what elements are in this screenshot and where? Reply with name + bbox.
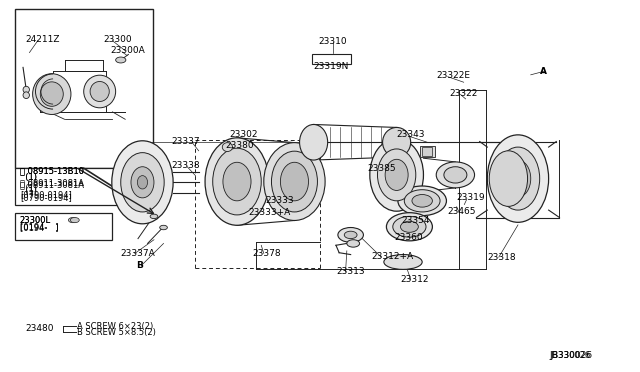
Text: 23313: 23313 xyxy=(337,267,365,276)
Ellipse shape xyxy=(505,160,531,197)
Text: 23322: 23322 xyxy=(449,89,477,98)
Ellipse shape xyxy=(387,213,433,241)
Text: B: B xyxy=(136,261,143,270)
Ellipse shape xyxy=(487,135,548,222)
Ellipse shape xyxy=(412,195,433,207)
Text: 23319: 23319 xyxy=(457,193,485,202)
Text: 23378: 23378 xyxy=(252,249,281,258)
Text: ⓝ 08911-3081A: ⓝ 08911-3081A xyxy=(20,179,84,187)
Ellipse shape xyxy=(404,190,440,212)
Text: 23322E: 23322E xyxy=(436,71,470,80)
Text: 23333+A: 23333+A xyxy=(248,208,291,217)
Ellipse shape xyxy=(138,176,148,189)
Bar xyxy=(420,146,435,157)
Text: (1): (1) xyxy=(20,185,37,193)
Text: ⓥ 08915-13B10: ⓥ 08915-13B10 xyxy=(20,167,84,176)
Ellipse shape xyxy=(385,159,408,190)
Text: [0194-   ]: [0194- ] xyxy=(20,222,58,231)
Text: 23465: 23465 xyxy=(448,208,476,217)
Text: 24211Z: 24211Z xyxy=(25,35,60,44)
Bar xyxy=(15,168,153,205)
Ellipse shape xyxy=(116,57,126,63)
Text: B SCREW 5×8.5(2): B SCREW 5×8.5(2) xyxy=(77,328,156,337)
Text: 23300A: 23300A xyxy=(111,46,145,55)
Ellipse shape xyxy=(121,153,164,212)
Ellipse shape xyxy=(33,74,71,115)
Bar xyxy=(422,147,433,155)
Text: 23319N: 23319N xyxy=(314,62,349,71)
Ellipse shape xyxy=(401,221,419,232)
Ellipse shape xyxy=(378,149,416,201)
Ellipse shape xyxy=(280,162,308,201)
Text: 23337: 23337 xyxy=(172,137,200,146)
Ellipse shape xyxy=(112,141,173,224)
Ellipse shape xyxy=(223,162,251,201)
Text: ⓝ 08911-3081A: ⓝ 08911-3081A xyxy=(20,180,84,189)
Text: 23337A: 23337A xyxy=(121,249,156,258)
Ellipse shape xyxy=(90,81,109,102)
Ellipse shape xyxy=(264,142,325,221)
Text: 23312: 23312 xyxy=(401,275,429,284)
Text: (1): (1) xyxy=(20,187,37,196)
Ellipse shape xyxy=(70,218,79,223)
Text: 23360: 23360 xyxy=(394,233,422,243)
Ellipse shape xyxy=(347,240,360,247)
Text: 23354: 23354 xyxy=(402,216,430,225)
Ellipse shape xyxy=(160,225,168,230)
Text: ⓥ 08915-13B10: ⓥ 08915-13B10 xyxy=(20,167,84,176)
Text: A SCREW 6×23(2): A SCREW 6×23(2) xyxy=(77,321,154,331)
Text: 23343: 23343 xyxy=(397,130,425,140)
Text: 23300: 23300 xyxy=(103,35,131,44)
Ellipse shape xyxy=(398,186,447,216)
Ellipse shape xyxy=(131,167,154,198)
Text: 23380: 23380 xyxy=(225,141,254,151)
Ellipse shape xyxy=(393,217,426,237)
Ellipse shape xyxy=(40,82,63,106)
Text: 23300L: 23300L xyxy=(20,216,51,225)
Text: JB330026: JB330026 xyxy=(550,351,593,360)
Text: 23385: 23385 xyxy=(367,164,396,173)
Ellipse shape xyxy=(222,142,232,151)
Text: (1): (1) xyxy=(20,173,37,182)
Ellipse shape xyxy=(150,214,158,219)
Bar xyxy=(312,54,351,64)
Ellipse shape xyxy=(205,138,269,225)
Ellipse shape xyxy=(84,75,116,108)
Ellipse shape xyxy=(344,231,357,238)
Ellipse shape xyxy=(23,92,29,99)
Text: [0790-0194]: [0790-0194] xyxy=(20,190,72,199)
Text: 23333: 23333 xyxy=(265,196,294,205)
Ellipse shape xyxy=(68,218,77,223)
Text: 23318: 23318 xyxy=(487,253,516,262)
Text: [0194-   ]: [0194- ] xyxy=(20,223,58,232)
Ellipse shape xyxy=(496,147,540,210)
Text: 23310: 23310 xyxy=(319,37,348,46)
Ellipse shape xyxy=(436,162,474,188)
Bar xyxy=(15,213,113,240)
Text: 23338: 23338 xyxy=(172,161,200,170)
Text: 23480: 23480 xyxy=(25,324,54,333)
Ellipse shape xyxy=(23,86,29,93)
Text: (1): (1) xyxy=(20,173,37,182)
Bar xyxy=(15,9,153,168)
Ellipse shape xyxy=(212,148,261,215)
Text: A: A xyxy=(540,67,547,76)
Text: 23312+A: 23312+A xyxy=(371,252,413,261)
Ellipse shape xyxy=(384,254,422,269)
Text: 23302: 23302 xyxy=(229,130,258,140)
Ellipse shape xyxy=(370,138,424,211)
Ellipse shape xyxy=(444,167,467,183)
Ellipse shape xyxy=(489,151,527,206)
Text: JB330026: JB330026 xyxy=(550,351,590,360)
Ellipse shape xyxy=(338,228,364,242)
Text: [0790-0194]: [0790-0194] xyxy=(20,193,72,202)
Text: 23300L: 23300L xyxy=(20,216,51,225)
Ellipse shape xyxy=(383,128,411,157)
Ellipse shape xyxy=(271,151,317,212)
Ellipse shape xyxy=(300,125,328,160)
